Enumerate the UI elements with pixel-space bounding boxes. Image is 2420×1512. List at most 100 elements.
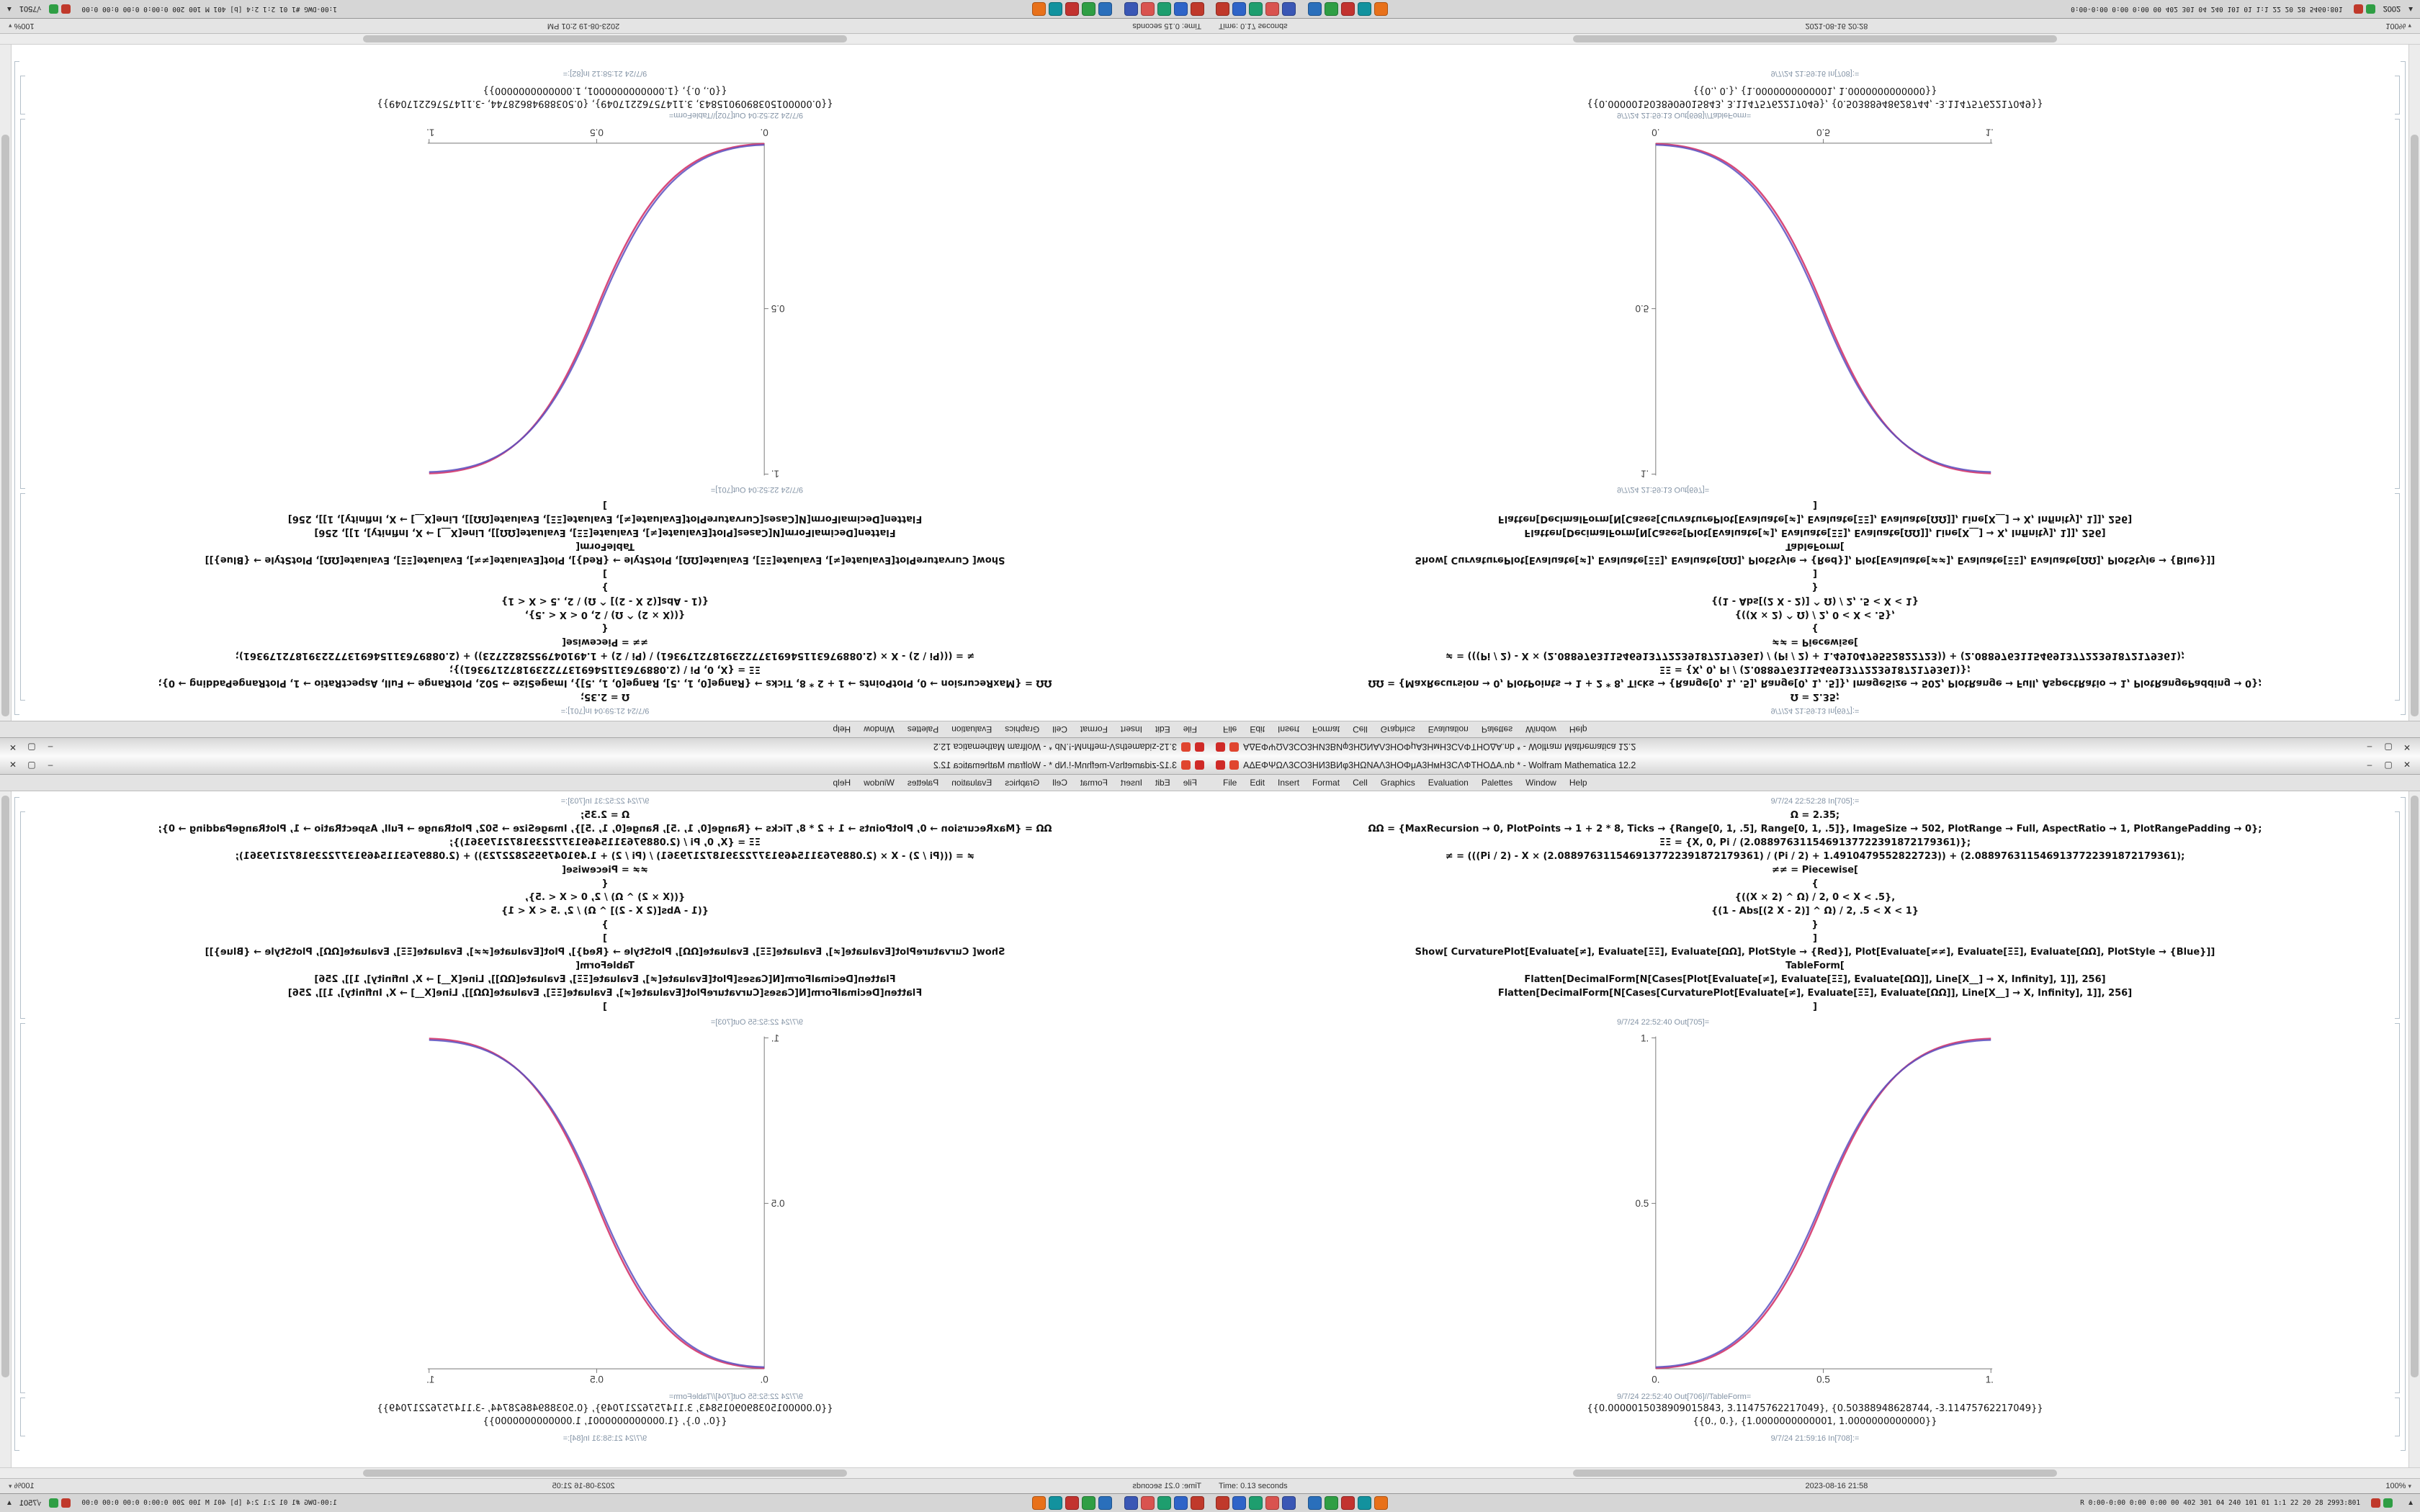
code-line[interactable]: {((X × 2) ^ Ω) / 2, 0 < X < .5},	[524, 609, 686, 620]
app-launcher-icon[interactable]	[1374, 2, 1388, 16]
code-line[interactable]: ]	[1813, 568, 1817, 579]
code-line[interactable]: {	[1811, 623, 1819, 634]
menu-item[interactable]: Insert	[1278, 778, 1300, 788]
code-line[interactable]: ≠ = (((Pi / 2) - X × (2.0889763115469137…	[235, 650, 975, 661]
menu-item[interactable]: Help	[1569, 778, 1587, 788]
cell-bracket-input[interactable]	[20, 493, 25, 701]
tray-icon[interactable]	[49, 1498, 59, 1508]
menu-item[interactable]: Palettes	[907, 778, 939, 788]
menu-item[interactable]: Format	[1312, 724, 1340, 734]
cell-bracket-input[interactable]	[20, 811, 25, 1019]
tray-icon[interactable]	[2383, 1498, 2393, 1508]
close-button[interactable]: ✕	[9, 742, 17, 752]
menu-item[interactable]: Graphics	[1380, 724, 1415, 734]
app-launcher-icon[interactable]	[1265, 1496, 1279, 1510]
vertical-scrollbar[interactable]	[2408, 45, 2420, 721]
cell-bracket-group[interactable]	[14, 61, 19, 715]
vertical-scrollbar[interactable]	[0, 45, 12, 721]
zoom-control[interactable]: 100% ▾	[9, 1482, 35, 1490]
app-launcher-icon[interactable]	[1341, 2, 1355, 16]
code-line[interactable]: {(1 - Abs[(2 X - 2)] ^ Ω) / 2, .5 < X < …	[501, 906, 709, 917]
app-launcher-icon[interactable]	[1358, 2, 1371, 16]
app-launcher-icon[interactable]	[1232, 2, 1246, 16]
menu-item[interactable]: Evaluation	[1428, 778, 1469, 788]
menu-item[interactable]: Graphics	[1005, 778, 1040, 788]
cell-bracket-group[interactable]	[2401, 797, 2406, 1451]
app-launcher-icon[interactable]	[1308, 1496, 1322, 1510]
scrollbar-thumb[interactable]	[2411, 796, 2419, 1377]
maximize-button[interactable]: ▢	[2384, 760, 2393, 770]
code-line[interactable]: ]	[1813, 933, 1817, 944]
menu-item[interactable]: Edit	[1155, 778, 1170, 788]
code-line[interactable]: Show[ CurvaturePlot[Evaluate[≠], Evaluat…	[205, 554, 1005, 565]
code-line[interactable]: ΞΞ = {X, 0, Pi / (2.08897631154691377223…	[1659, 837, 1971, 848]
scrollbar-thumb[interactable]	[1573, 35, 2057, 42]
menu-item[interactable]: Help	[833, 724, 851, 734]
maximize-button[interactable]: ▢	[27, 742, 36, 752]
menu-item[interactable]: Cell	[1353, 778, 1368, 788]
close-button[interactable]: ✕	[2403, 760, 2411, 770]
zoom-control[interactable]: 100% ▾	[2385, 1482, 2411, 1490]
cell-bracket-input[interactable]	[2395, 811, 2400, 1019]
menu-item[interactable]: File	[1183, 724, 1197, 734]
workspace-badge[interactable]: √7501	[19, 1498, 42, 1508]
minimize-button[interactable]: –	[2367, 742, 2372, 752]
app-launcher-icon[interactable]	[1308, 2, 1322, 16]
maximize-button[interactable]: ▢	[27, 760, 36, 770]
code-line[interactable]: Ω = 2.35;	[1790, 810, 1840, 821]
cell-bracket-group[interactable]	[2401, 61, 2406, 715]
code-line[interactable]: {	[601, 878, 609, 889]
code-line[interactable]: ≠≠ = Piecewise[	[1771, 636, 1858, 647]
scrollbar-thumb[interactable]	[363, 1470, 847, 1477]
minimize-button[interactable]: –	[48, 742, 53, 752]
tray-icon[interactable]	[2365, 4, 2375, 14]
horizontal-scrollbar[interactable]	[1210, 34, 2420, 45]
workspace-badge[interactable]: √7501	[19, 4, 42, 14]
app-launcher-icon[interactable]	[1065, 1496, 1079, 1510]
menu-item[interactable]: Palettes	[1481, 778, 1513, 788]
notebook-content[interactable]: 9/7/24 22:52:31 In[703]:= Ω = 2.35; ΩΩ = …	[0, 791, 1210, 1467]
code-line[interactable]: Flatten[DecimalForm[N[Cases[CurvaturePlo…	[1497, 513, 2133, 524]
horizontal-scrollbar[interactable]	[0, 1467, 1210, 1478]
code-line[interactable]: ]	[1813, 1002, 1817, 1012]
code-line[interactable]: ≠≠ = Piecewise[	[1771, 865, 1858, 876]
menu-item[interactable]: Format	[1312, 778, 1340, 788]
code-line[interactable]: {(1 - Abs[(2 X - 2)] ^ Ω) / 2, .5 < X < …	[1711, 906, 1919, 917]
horizontal-scrollbar[interactable]	[0, 34, 1210, 45]
code-line[interactable]: Ω = 2.35;	[580, 691, 630, 702]
menu-item[interactable]: Window	[1525, 778, 1556, 788]
input-cell[interactable]: Ω = 2.35; ΩΩ = {MaxRecursion → 0, PlotPoi…	[158, 809, 1052, 1014]
close-button[interactable]: ✕	[2403, 742, 2411, 752]
zoom-control[interactable]: 100% ▾	[9, 22, 35, 30]
cell-bracket-group[interactable]	[14, 797, 19, 1451]
code-line[interactable]: Flatten[DecimalForm[N[Cases[Plot[Evaluat…	[314, 974, 896, 985]
cell-bracket-plot-output[interactable]	[2395, 119, 2400, 489]
vertical-scrollbar[interactable]	[2408, 791, 2420, 1467]
code-line[interactable]: ]	[603, 1002, 607, 1012]
app-launcher-icon[interactable]	[1141, 2, 1155, 16]
menu-item[interactable]: Insert	[1278, 724, 1300, 734]
code-line[interactable]: ΞΞ = {X, 0, Pi / (2.08897631154691377223…	[449, 664, 761, 675]
menu-item[interactable]: Insert	[1120, 724, 1142, 734]
code-line[interactable]: ΩΩ = {MaxRecursion → 0, PlotPoints → 1 +…	[1368, 678, 2262, 688]
code-line[interactable]: {	[601, 623, 609, 634]
code-line[interactable]: Flatten[DecimalForm[N[Cases[Plot[Evaluat…	[314, 527, 896, 538]
menu-item[interactable]: Format	[1080, 778, 1108, 788]
menu-item[interactable]: File	[1223, 778, 1237, 788]
code-line[interactable]: ]	[603, 568, 607, 579]
code-line[interactable]: Show[ CurvaturePlot[Evaluate[≠], Evaluat…	[205, 947, 1005, 958]
code-line[interactable]: ≠ = (((Pi / 2) - X × (2.0889763115469137…	[1445, 650, 2185, 661]
code-line[interactable]: ΩΩ = {MaxRecursion → 0, PlotPoints → 1 +…	[158, 824, 1052, 834]
scrollbar-thumb[interactable]	[1, 135, 9, 716]
app-launcher-icon[interactable]	[1249, 2, 1263, 16]
app-launcher-icon[interactable]	[1282, 2, 1296, 16]
cell-bracket-table-output[interactable]	[2395, 76, 2400, 114]
code-line[interactable]: ΞΞ = {X, 0, Pi / (2.08897631154691377223…	[449, 837, 761, 848]
code-line[interactable]: ΩΩ = {MaxRecursion → 0, PlotPoints → 1 +…	[1368, 824, 2262, 834]
panel-expand-icon[interactable]: ▲	[6, 5, 13, 13]
input-cell[interactable]: Ω = 2.35; ΩΩ = {MaxRecursion → 0, PlotPoi…	[1368, 498, 2262, 703]
menu-item[interactable]: Insert	[1120, 778, 1142, 788]
code-line[interactable]: ]	[603, 933, 607, 944]
app-launcher-icon[interactable]	[1191, 2, 1204, 16]
app-launcher-icon[interactable]	[1325, 1496, 1338, 1510]
